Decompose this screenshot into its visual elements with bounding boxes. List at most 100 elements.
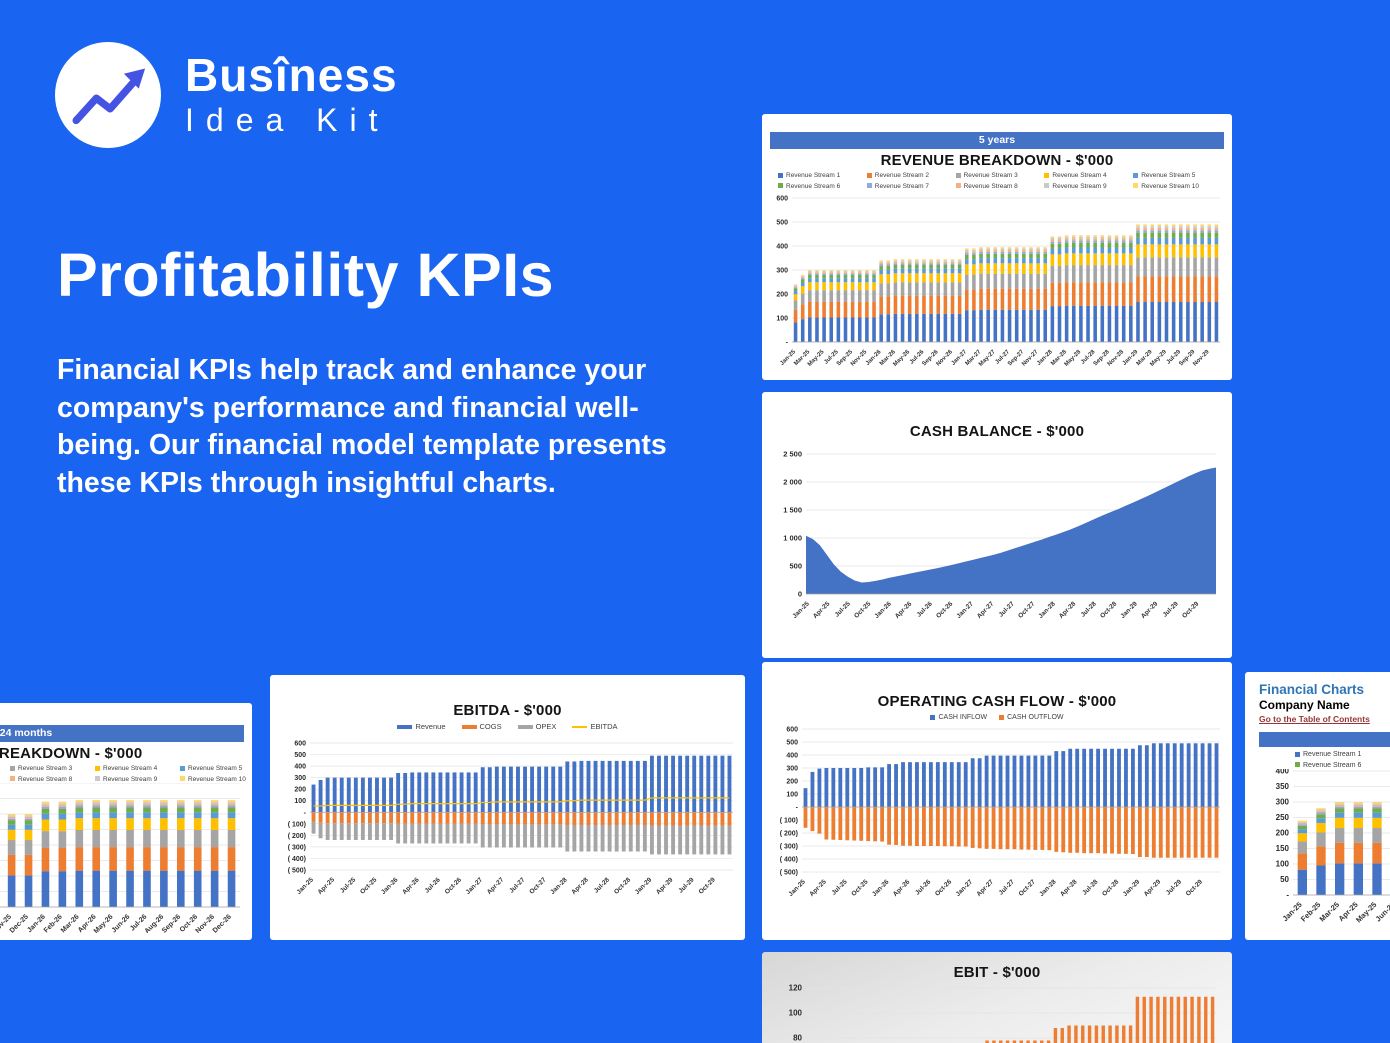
svg-text:May-25: May-25 xyxy=(1354,900,1378,924)
legend-swatch xyxy=(866,172,872,178)
svg-text:600: 600 xyxy=(294,741,306,748)
svg-text:300: 300 xyxy=(1276,798,1290,807)
legend-swatch xyxy=(1044,183,1050,189)
ebit-chart: 12010080604020-Jan-25Apr-25Jul-25Oct-25J… xyxy=(766,982,1228,1043)
svg-text:Jun-25: Jun-25 xyxy=(1374,900,1390,923)
svg-text:600: 600 xyxy=(786,727,798,734)
svg-text:200: 200 xyxy=(786,779,798,786)
svg-text:Mar-25: Mar-25 xyxy=(1318,900,1341,923)
svg-text:Oct-29: Oct-29 xyxy=(1181,600,1201,620)
svg-text:Jul-29: Jul-29 xyxy=(1162,600,1181,619)
legend-item: CASH INFLOW xyxy=(930,714,987,721)
legend-swatch xyxy=(955,172,961,178)
svg-text:Apr-27: Apr-27 xyxy=(975,878,995,898)
svg-text:May-29: May-29 xyxy=(1149,349,1168,368)
svg-text:Jul-28: Jul-28 xyxy=(1080,600,1099,619)
ebitda-legend: Revenue COGS OPEX EBITDA xyxy=(270,722,745,731)
legend-swatch xyxy=(10,776,15,782)
svg-text:Apr-29: Apr-29 xyxy=(1143,878,1163,898)
revenue-breakdown-24m-chart: 40035030025020015010050-Jan-25Feb-25Mar-… xyxy=(0,783,248,933)
svg-text:Oct-28: Oct-28 xyxy=(613,876,633,896)
svg-text:May-28: May-28 xyxy=(1064,349,1083,368)
svg-text:( 300): ( 300) xyxy=(780,844,798,851)
legend-swatch xyxy=(10,765,15,771)
legend-swatch xyxy=(397,724,413,729)
chart-title-operating-cash-flow: OPERATING CASH FLOW - $'000 xyxy=(877,693,1117,710)
financial-charts-chart: 400 350 300 250 200 150 100 50- Jan-25 Feb-25 Mar-… xyxy=(1249,769,1390,929)
svg-text:Apr-27: Apr-27 xyxy=(976,600,996,620)
svg-text:( 400): ( 400) xyxy=(780,857,798,864)
legend-item: OPEX xyxy=(517,722,556,731)
svg-text:( 200): ( 200) xyxy=(780,831,798,838)
legend-item: Revenue Stream 9 xyxy=(95,776,174,784)
svg-text:Jul-29: Jul-29 xyxy=(677,876,696,895)
svg-text:Oct-25: Oct-25 xyxy=(359,876,379,896)
brand-text: Busîness Idea Kit xyxy=(185,51,398,139)
svg-text:Jul-28: Jul-28 xyxy=(593,876,612,895)
legend-swatch xyxy=(1044,172,1050,178)
svg-text:100: 100 xyxy=(786,792,798,799)
page-description: Financial KPIs help track and enhance yo… xyxy=(57,354,667,499)
svg-text:Jan-26: Jan-26 xyxy=(873,600,893,620)
revenue-breakdown-24m-card: 24 months REVENUE BREAKDOWN - $'000 Reve… xyxy=(0,703,252,940)
svg-text:120: 120 xyxy=(789,984,803,993)
svg-text:200: 200 xyxy=(776,292,788,299)
svg-text:Apr-25: Apr-25 xyxy=(808,878,828,898)
revenue-breakdown-5y-chart: 600 500 400 300 200 100- Jan-25 Mar-25 May-25 Jul… xyxy=(766,190,1228,378)
svg-text:Jan-29: Jan-29 xyxy=(634,876,654,896)
legend-item: Revenue xyxy=(397,722,446,731)
svg-text:May-27: May-27 xyxy=(978,349,997,368)
svg-text:Oct-25: Oct-25 xyxy=(850,878,870,898)
svg-text:80: 80 xyxy=(793,1034,802,1043)
financial-charts-header: Financial Charts Company Name Go to the … xyxy=(1245,672,1390,724)
legend-swatch xyxy=(999,715,1005,720)
legend-item: COGS xyxy=(461,722,502,731)
svg-text:-: - xyxy=(1286,891,1289,900)
svg-text:400: 400 xyxy=(294,764,306,771)
svg-text:100: 100 xyxy=(776,316,788,323)
svg-text:Jul-25: Jul-25 xyxy=(339,876,358,895)
financial-charts-heading: Financial Charts xyxy=(1259,682,1365,697)
svg-text:Jul-28: Jul-28 xyxy=(1081,878,1100,897)
svg-text:Jul-27: Jul-27 xyxy=(508,876,527,895)
svg-text:Apr-28: Apr-28 xyxy=(570,876,590,896)
legend-swatch xyxy=(930,715,936,720)
legend-item: Revenue Stream 4 xyxy=(1044,172,1127,180)
legend-item: Revenue Stream 6 xyxy=(778,183,861,191)
legend-item: Revenue Stream 2 xyxy=(866,172,950,180)
legend-item: Revenue Stream 5 xyxy=(180,765,252,773)
legend-swatch xyxy=(866,183,872,189)
svg-text:( 200): ( 200) xyxy=(288,833,306,840)
svg-text:Apr-26: Apr-26 xyxy=(894,600,914,620)
svg-text:Jan-25: Jan-25 xyxy=(791,600,811,620)
company-name-label: Company Name xyxy=(1259,698,1350,712)
svg-text:-: - xyxy=(796,805,799,812)
svg-text:500: 500 xyxy=(776,220,788,227)
legend-swatch xyxy=(95,765,100,771)
svg-text:Jan-27: Jan-27 xyxy=(955,600,975,620)
svg-text:400: 400 xyxy=(786,753,798,760)
legend-swatch xyxy=(461,724,477,729)
svg-text:500: 500 xyxy=(786,740,798,747)
svg-text:100: 100 xyxy=(789,1009,803,1018)
svg-text:( 500): ( 500) xyxy=(780,870,798,877)
svg-text:Apr-27: Apr-27 xyxy=(486,876,506,896)
svg-text:Jul-27: Jul-27 xyxy=(998,600,1017,619)
svg-text:Oct-28: Oct-28 xyxy=(1101,878,1121,898)
legend-swatch xyxy=(180,765,185,771)
ebit-card: EBIT - $'000 12010080604020-Jan-25Apr-25… xyxy=(762,952,1232,1043)
svg-text:Dec-26: Dec-26 xyxy=(212,913,233,933)
svg-text:Oct-25: Oct-25 xyxy=(853,600,873,620)
svg-text:Jan-26: Jan-26 xyxy=(380,876,400,896)
svg-text:500: 500 xyxy=(789,562,802,571)
legend-item: Revenue Stream 5 xyxy=(1133,172,1216,180)
svg-text:Jun-26: Jun-26 xyxy=(111,913,132,933)
svg-text:Apr-26: Apr-26 xyxy=(892,878,912,898)
legend-swatch xyxy=(1295,751,1300,757)
brand-name-line2: Idea Kit xyxy=(185,102,390,139)
ebitda-card: EBITDA - $'000 Revenue COGS OPEX EBITDA 600… xyxy=(270,675,745,940)
svg-text:Jul-25: Jul-25 xyxy=(830,878,849,897)
svg-text:Oct-28: Oct-28 xyxy=(1099,600,1119,620)
svg-text:( 500): ( 500) xyxy=(288,868,306,875)
svg-text:Oct-26: Oct-26 xyxy=(934,878,954,898)
